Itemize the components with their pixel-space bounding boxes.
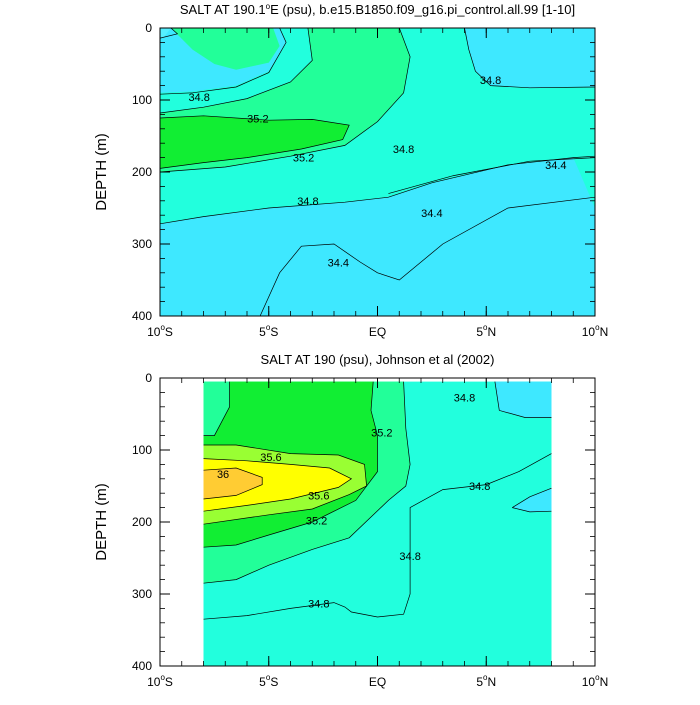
contour-label: 34.8 [308,598,329,610]
contour-label: 34.4 [328,258,349,270]
chart-title: SALT AT 190 (psu), Johnson et al (2002) [261,352,495,367]
contour-line [203,381,230,436]
y-tick-label: 400 [132,309,152,323]
contour-line [160,28,287,95]
contour-line [160,115,350,169]
x-tick-label: 5oN [476,323,496,339]
x-tick-label: 5oN [476,673,496,689]
contour-label: 34.8 [399,551,420,563]
contour-line [203,381,378,548]
contour-line [259,196,595,316]
x-tick-label: 5oS [259,673,278,689]
contour-line [464,28,595,89]
contour-line [160,28,179,39]
contour-line [494,381,552,418]
contour-label: 34.8 [188,92,209,104]
chart-panel-1: 34.8 34.8 34.8 34.8 35.2 35.2 34.4 34.4 34.4 10oS… [93,2,608,339]
contour-label: 35.2 [247,114,268,126]
contour-label: 34.4 [545,160,566,172]
contour-fill [494,381,552,418]
contour-label: 34.8 [454,392,475,404]
contour-label: 35.6 [308,490,329,502]
contour-line [203,453,552,620]
y-tick-label: 0 [145,21,152,35]
contour-fill [160,28,171,39]
y-tick-label: 400 [132,659,152,673]
y-tick-label: 300 [132,587,152,601]
y-axis-label: DEPTH (m) [93,483,110,561]
x-tick-label: 10oN [582,323,608,339]
chart-panel-2: 35.2 35.2 35.6 35.6 36 34.8 34.8 34.8 34.8 10oS 5o… [93,352,608,689]
contour-line [388,157,595,194]
y-tick-label: 100 [132,443,152,457]
contour-label: 35.2 [293,153,314,165]
contour-label: 35.2 [371,428,392,440]
contour-line [203,381,411,584]
contour-fill [203,468,263,499]
x-tick-label: 5oS [259,323,278,339]
contour-line [203,444,367,525]
contour-label: 34.8 [480,75,501,87]
contour-fill [160,28,595,224]
x-tick-label: 10oN [582,673,608,689]
contour-fill [170,28,280,70]
y-tick-label: 0 [145,371,152,385]
contour-line [160,28,411,173]
chart-title: SALT AT 190.1oE (psu), b.e15.B1850.f09_g… [180,2,575,17]
x-tick-label: EQ [369,325,386,339]
contour-label: 36 [217,469,229,481]
contour-label: 35.2 [306,516,327,528]
contour-line [160,28,313,114]
contour-line [512,487,552,508]
contour-label: 34.8 [393,144,414,156]
contour-field: 35.2 35.2 35.6 35.6 36 34.8 34.8 34.8 34.8 [203,381,552,666]
x-tick-label: 10oS [147,323,173,339]
x-tick-label: 10oS [147,673,173,689]
y-tick-label: 200 [132,515,152,529]
contour-label: 34.8 [297,196,318,208]
contour-label: 34.8 [469,481,490,493]
x-tick-label: EQ [369,675,386,689]
y-tick-label: 300 [132,237,152,251]
contour-label: 34.4 [421,208,442,220]
y-axis-label: DEPTH (m) [93,133,110,211]
contour-label: 35.6 [260,452,281,464]
contour-fill [160,115,350,169]
y-tick-label: 100 [132,93,152,107]
contour-field: 34.8 34.8 34.8 34.8 35.2 35.2 34.4 34.4 34.4 [160,28,595,316]
contour-line [203,467,263,500]
contour-fill [512,488,552,512]
y-tick-label: 200 [132,165,152,179]
contour-line [203,458,353,512]
contour-line [512,507,552,513]
